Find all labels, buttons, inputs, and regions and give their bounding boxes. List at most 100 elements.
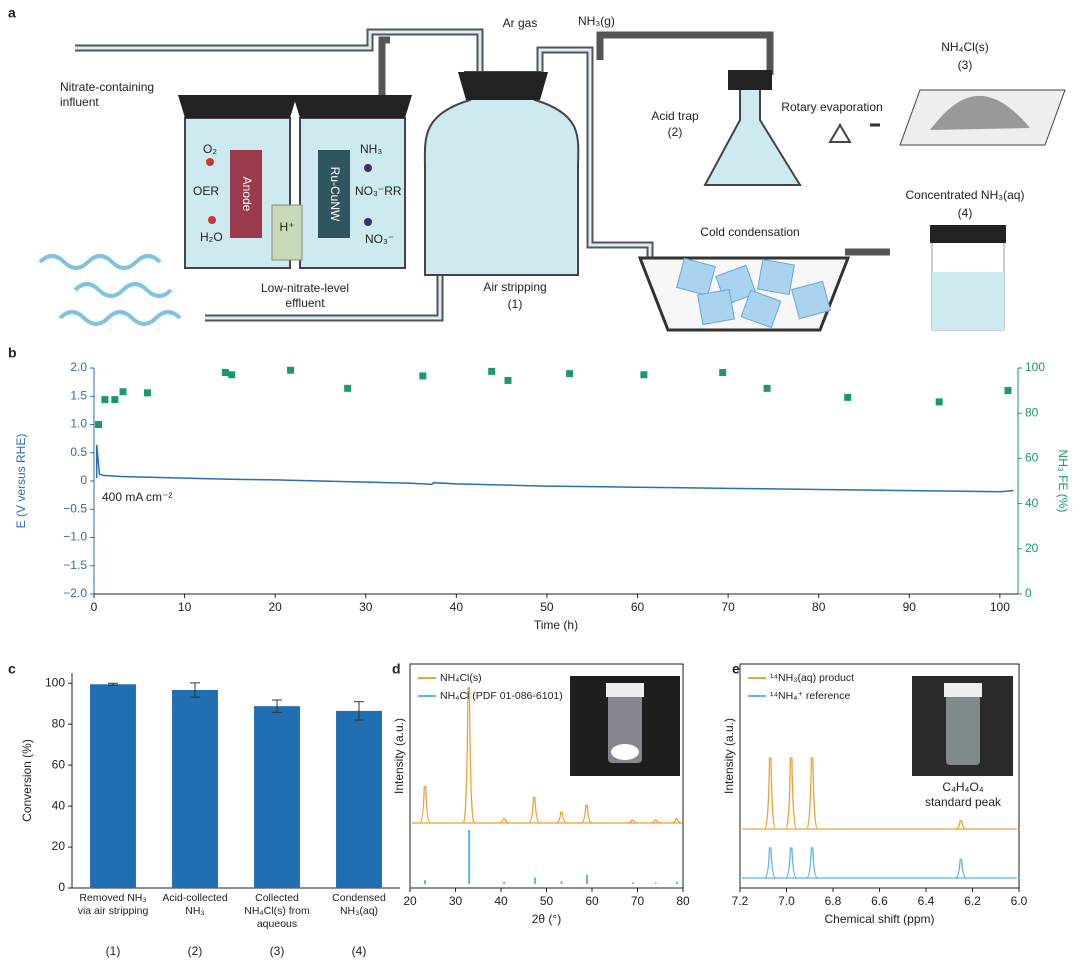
- bar: [254, 706, 300, 888]
- label: NO₃⁻RR: [355, 184, 402, 198]
- ice: [676, 257, 831, 329]
- label: NH₃: [360, 142, 382, 156]
- label: (3): [958, 58, 973, 72]
- x-tick-label: 70: [631, 894, 645, 908]
- label: O₂: [203, 142, 217, 156]
- peak: [580, 804, 593, 824]
- molecule: [206, 158, 214, 166]
- scatter-point: [111, 396, 119, 404]
- molecule: [364, 218, 372, 226]
- y2-tick-label: 80: [1025, 405, 1039, 419]
- y2-tick-label: 60: [1025, 451, 1039, 465]
- y-tick-label: −1.5: [63, 558, 87, 572]
- x-tick-label: 6.4: [918, 894, 935, 908]
- x-tick-label: 50: [540, 600, 554, 614]
- x-tick-label: 80: [812, 600, 826, 614]
- panel-label: d: [392, 661, 401, 677]
- x-axis-title: 2θ (°): [532, 912, 561, 926]
- scatter-point: [488, 367, 496, 375]
- x-tick-label: 20: [403, 894, 417, 908]
- y-tick-label: −0.5: [63, 501, 87, 515]
- y-axis-title: Conversion (%): [20, 739, 34, 822]
- label: OER: [193, 184, 219, 198]
- scatter-point: [719, 369, 727, 377]
- scatter-point: [344, 384, 352, 392]
- data-line: [95, 444, 1014, 493]
- anode: [230, 150, 262, 238]
- category-number: (1): [106, 944, 121, 958]
- bar: [336, 710, 382, 888]
- x-tick-label: 60: [631, 600, 645, 614]
- lid: [458, 72, 548, 100]
- label: Acid trap: [651, 109, 699, 123]
- heat-symbol: [828, 123, 852, 143]
- label: Nitrate-containing influent: [60, 80, 155, 109]
- x-tick-label: 50: [540, 894, 554, 908]
- legend-label: ¹⁴NH₃(aq) product: [770, 672, 854, 684]
- scatter-point: [143, 389, 151, 397]
- y-axis-title: E (V versus RHE): [14, 434, 28, 529]
- x-tick-label: 6.0: [1011, 894, 1028, 908]
- y-tick-label: 0: [80, 473, 87, 487]
- pipe: [75, 30, 482, 75]
- x-tick-label: 6.2: [964, 894, 981, 908]
- lid: [178, 95, 297, 118]
- label: (4): [958, 206, 973, 220]
- inset-photo: [570, 676, 680, 776]
- x-axis-title: Time (h): [534, 618, 578, 632]
- scatter-point: [101, 396, 109, 404]
- jar-liquid: [932, 272, 1004, 330]
- lid: [728, 70, 772, 90]
- legend-label: ¹⁴NH₄⁺ reference: [770, 690, 850, 702]
- y-tick-label: 100: [45, 675, 65, 689]
- y2-tick-label: 40: [1025, 496, 1039, 510]
- pipe: [538, 48, 652, 258]
- y-tick-label: 1.5: [70, 388, 87, 402]
- x-tick-label: 6.8: [825, 894, 842, 908]
- annotation: 400 mA cm⁻²: [102, 490, 172, 504]
- x-tick-label: Collected NH₄Cl(s) from aqueous: [244, 892, 310, 930]
- scatter-point: [1004, 387, 1012, 395]
- peak: [764, 847, 777, 879]
- x-tick-label: 30: [449, 894, 463, 908]
- y-tick-label: 0: [58, 880, 65, 894]
- x-tick-label: 40: [494, 894, 508, 908]
- bar: [172, 689, 218, 888]
- scatter-point: [419, 372, 427, 380]
- peak: [650, 819, 662, 824]
- y2-axis-title: NH₃ FE (%): [1056, 450, 1070, 513]
- panel-label: a: [8, 5, 16, 21]
- y-axis-title: Intensity (a.u.): [392, 718, 406, 794]
- pipe: [75, 28, 484, 75]
- peak: [785, 847, 797, 879]
- label: H⁺: [280, 220, 295, 234]
- category-number: (4): [352, 944, 367, 958]
- cathode: [318, 150, 350, 238]
- peak: [784, 757, 798, 830]
- label: H₂O: [200, 230, 223, 244]
- y-tick-label: 40: [52, 798, 66, 812]
- x-tick-label: 80: [676, 894, 690, 908]
- molecule: [208, 216, 216, 224]
- peak: [764, 757, 777, 830]
- scatter-point: [221, 369, 229, 377]
- scatter-point: [228, 371, 236, 379]
- stripping-bottle: [423, 71, 580, 276]
- peak: [528, 796, 540, 824]
- label: Anode: [240, 177, 254, 212]
- y-tick-label: 60: [52, 757, 66, 771]
- x-tick-label: Condensed NH₃(aq): [332, 892, 386, 917]
- y-tick-label: 0.5: [70, 445, 87, 459]
- inset-photo: [912, 676, 1013, 776]
- y-tick-label: 2.0: [70, 360, 87, 374]
- label: NO₃⁻: [365, 232, 394, 246]
- label: Cold condensation: [700, 225, 799, 239]
- y-tick-label: 1.0: [70, 417, 87, 431]
- x-tick-label: 7.2: [732, 894, 749, 908]
- y-tick-label: 80: [52, 716, 66, 730]
- peak: [627, 819, 638, 824]
- label: NH₄Cl(s): [941, 40, 989, 54]
- category-number: (3): [270, 944, 285, 958]
- peak: [806, 847, 818, 879]
